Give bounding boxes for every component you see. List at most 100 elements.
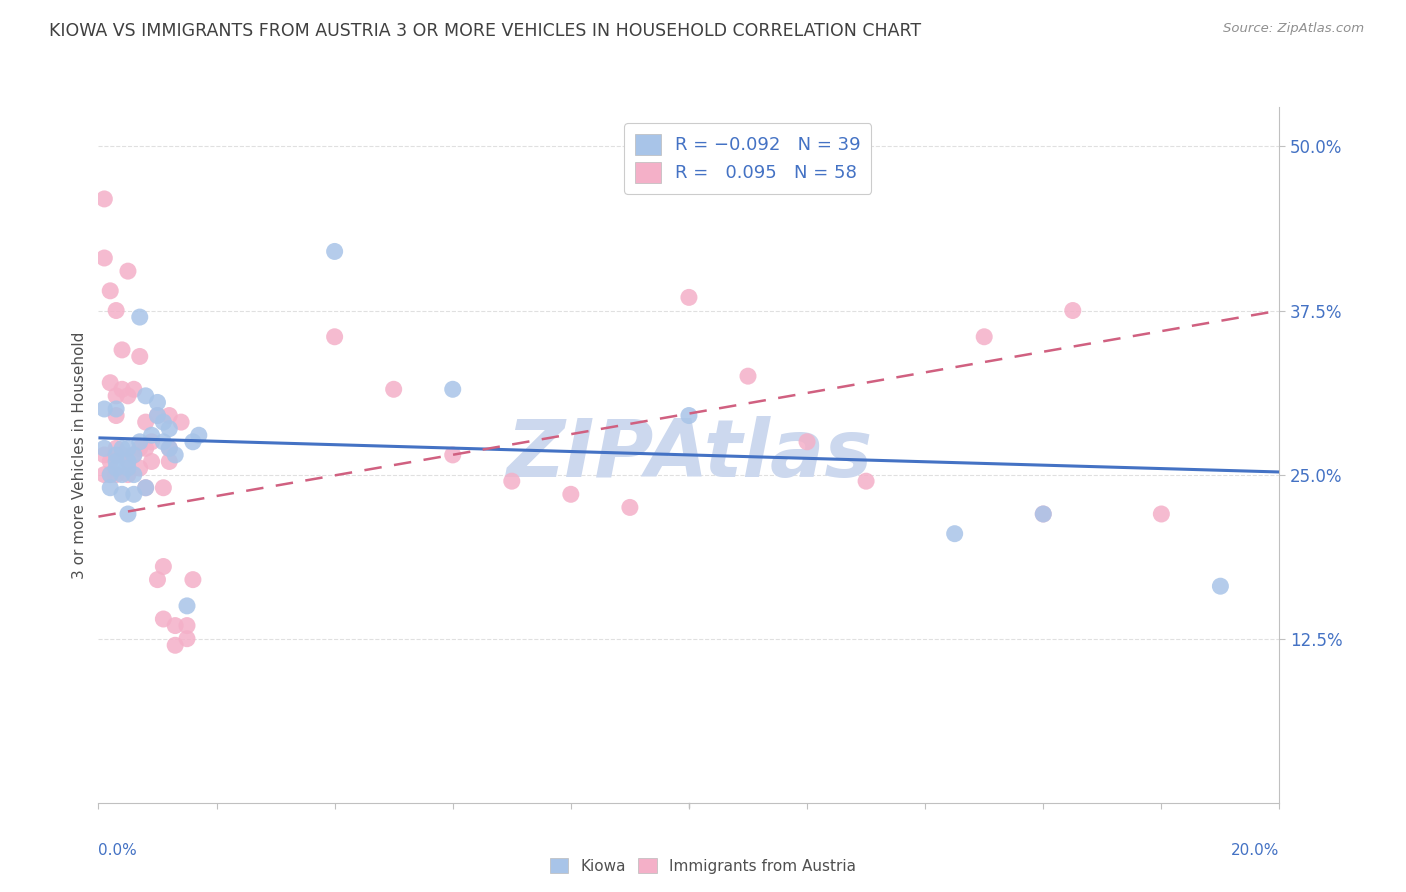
Point [176,618,198,632]
Point [117,454,139,468]
Point [111,448,134,462]
Point [117,467,139,482]
Point [122,382,145,396]
Point [111,442,134,456]
Point [157,409,180,423]
Point [737,369,759,384]
Text: Source: ZipAtlas.com: Source: ZipAtlas.com [1223,22,1364,36]
Point [323,330,346,344]
Point [855,474,877,488]
Point [165,618,187,632]
Point [117,442,139,456]
Point [157,454,180,468]
Point [93,448,115,462]
Text: 0.0%: 0.0% [98,843,138,858]
Point [176,632,198,646]
Point [105,401,128,416]
Point [146,409,169,423]
Point [181,434,204,449]
Point [135,481,157,495]
Point [128,310,150,324]
Legend: R = −0.092   N = 39, R =   0.095   N = 58: R = −0.092 N = 39, R = 0.095 N = 58 [624,123,872,194]
Point [560,487,582,501]
Point [128,442,150,456]
Point [135,389,157,403]
Point [678,409,700,423]
Point [117,389,139,403]
Point [105,454,128,468]
Point [323,244,346,259]
Point [157,442,180,456]
Point [93,467,115,482]
Point [98,454,121,468]
Point [165,448,187,462]
Point [105,461,128,475]
Point [128,461,150,475]
Point [1032,507,1054,521]
Point [98,284,121,298]
Point [135,415,157,429]
Point [441,382,464,396]
Point [1209,579,1232,593]
Point [111,343,134,357]
Point [105,409,128,423]
Point [157,422,180,436]
Point [146,573,169,587]
Point [122,448,145,462]
Text: 20.0%: 20.0% [1232,843,1279,858]
Point [187,428,209,442]
Point [105,448,128,462]
Point [128,350,150,364]
Point [93,401,115,416]
Point [141,428,163,442]
Point [135,442,157,456]
Point [152,415,174,429]
Point [382,382,405,396]
Y-axis label: 3 or more Vehicles in Household: 3 or more Vehicles in Household [72,331,87,579]
Point [122,487,145,501]
Point [117,454,139,468]
Point [117,461,139,475]
Point [141,434,163,449]
Point [117,264,139,278]
Point [1150,507,1173,521]
Point [122,467,145,482]
Point [105,389,128,403]
Point [135,481,157,495]
Point [93,192,115,206]
Point [176,599,198,613]
Point [181,573,204,587]
Point [111,382,134,396]
Point [1032,507,1054,521]
Point [98,467,121,482]
Point [128,434,150,449]
Point [93,251,115,265]
Point [111,467,134,482]
Point [141,454,163,468]
Point [117,507,139,521]
Point [678,290,700,304]
Point [973,330,995,344]
Point [93,442,115,456]
Point [146,409,169,423]
Point [105,442,128,456]
Point [152,559,174,574]
Text: ZIPAtlas: ZIPAtlas [506,416,872,494]
Point [105,303,128,318]
Point [105,467,128,482]
Point [501,474,523,488]
Point [146,395,169,409]
Legend: Kiowa, Immigrants from Austria: Kiowa, Immigrants from Austria [544,852,862,880]
Point [122,448,145,462]
Point [98,376,121,390]
Point [152,481,174,495]
Point [619,500,641,515]
Point [152,612,174,626]
Point [943,526,966,541]
Point [157,442,180,456]
Point [165,638,187,652]
Point [170,415,193,429]
Point [152,434,174,449]
Point [441,448,464,462]
Point [111,487,134,501]
